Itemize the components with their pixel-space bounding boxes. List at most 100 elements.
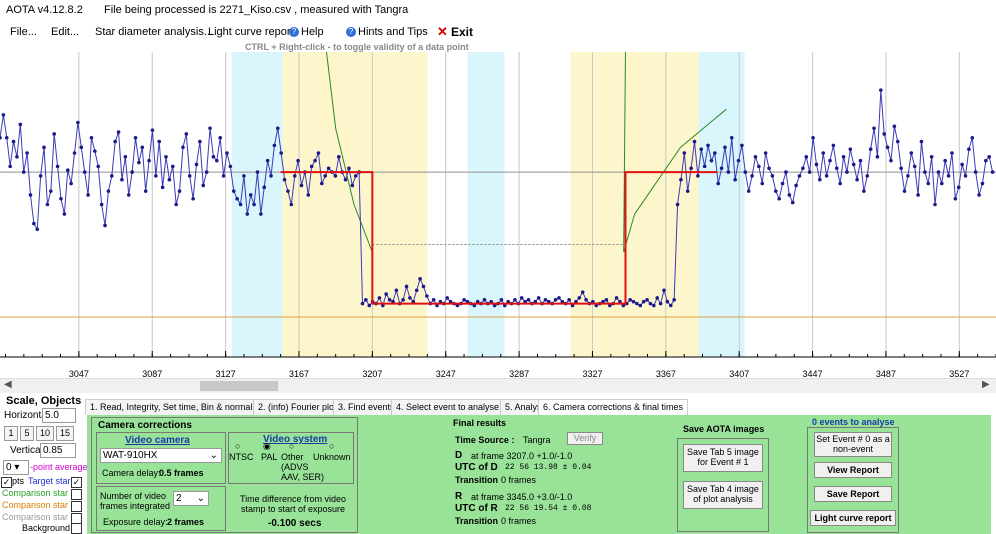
scale-button-15[interactable]: 15: [56, 426, 74, 441]
data-point: [377, 296, 382, 300]
menu-file[interactable]: File...: [10, 26, 37, 38]
exposure-delay-label: Exposure delay:: [103, 517, 168, 527]
save-report-button[interactable]: Save Report: [814, 486, 892, 502]
utc-r-value: 22 56 19.54 ± 0.08: [505, 504, 592, 513]
data-point: [716, 181, 721, 186]
data-point: [990, 170, 995, 174]
camera-model-select[interactable]: WAT-910HX ⌄: [100, 448, 222, 463]
data-point: [834, 166, 839, 171]
data-point: [103, 223, 107, 228]
menu-exit[interactable]: ✕ Exit: [437, 24, 473, 40]
menu-help[interactable]: ? Help: [289, 26, 324, 38]
target-star-checkbox[interactable]: ✓: [71, 477, 82, 488]
data-point: [489, 299, 494, 304]
data-point: [320, 181, 324, 186]
ntsc-radio-icon[interactable]: ○: [235, 441, 241, 451]
data-point: [15, 155, 19, 159]
frames-integrated-select[interactable]: 2 ⌄: [173, 491, 209, 506]
vertical-scale-spinner[interactable]: 0.85: [40, 443, 76, 458]
data-point: [350, 183, 355, 188]
light-curve-plot[interactable]: 3047 3087 3127 3167 3207 3247 3287 3327 3367 3407…: [0, 52, 996, 378]
data-point: [804, 155, 809, 159]
data-point: [506, 299, 510, 304]
data-point: [502, 303, 507, 308]
data-point: [292, 174, 297, 178]
data-point: [448, 299, 453, 304]
set-event-button[interactable]: Set Event # 0 as a non-event: [814, 432, 892, 457]
r-frame: at frame 3345.0 +3.0/-1.0: [471, 492, 573, 502]
scroll-right-icon[interactable]: ▶: [982, 379, 990, 390]
scroll-thumb[interactable]: [200, 381, 278, 391]
data-point: [668, 303, 673, 308]
comparison-2-checkbox[interactable]: [71, 501, 82, 512]
data-point: [733, 177, 737, 182]
tab-select-event[interactable]: 4. Select event to analyse: [391, 399, 505, 415]
view-report-button[interactable]: View Report: [814, 462, 892, 478]
final-results-heading: Final results: [453, 418, 507, 428]
background-checkbox[interactable]: [71, 523, 82, 534]
data-point: [591, 299, 595, 304]
horizontal-scale-spinner[interactable]: 5.0: [42, 408, 76, 423]
menu-hints[interactable]: ? Hints and Tips: [346, 26, 428, 38]
comparison-line-2: [623, 52, 727, 253]
data-point: [638, 303, 643, 308]
data-point: [526, 298, 531, 302]
plot-scrollbar[interactable]: ◀ ▶: [0, 378, 996, 393]
pal-radio-icon[interactable]: ◉: [263, 441, 271, 451]
data-point: [86, 193, 90, 197]
data-point: [923, 170, 927, 174]
data-point: [929, 155, 934, 159]
data-point: [713, 151, 717, 155]
data-point: [746, 189, 751, 193]
other-radio-icon[interactable]: ○: [289, 441, 295, 451]
scroll-left-icon[interactable]: ◀: [4, 379, 12, 390]
menu-star-diameter[interactable]: Star diameter analysis...: [95, 26, 213, 38]
x-tick-label: 3367: [656, 369, 676, 378]
tab-fourier-plot[interactable]: 2. (info) Fourier plot: [253, 399, 342, 415]
data-point: [645, 298, 649, 302]
scale-button-5[interactable]: 5: [20, 426, 34, 441]
data-point: [170, 164, 175, 169]
data-point: [740, 143, 744, 148]
save-tab5-image-button[interactable]: Save Tab 5 image for Event # 1: [683, 444, 763, 472]
data-point: [519, 296, 524, 300]
data-point: [211, 155, 216, 159]
data-point: [18, 122, 23, 127]
comparison-1-checkbox[interactable]: [71, 489, 82, 500]
scale-button-1[interactable]: 1: [4, 426, 18, 441]
data-point: [204, 170, 209, 174]
tab-read-integrity[interactable]: 1. Read, Integrity, Set time, Bin & norm…: [85, 399, 269, 415]
save-tab4-image-button[interactable]: Save Tab 4 image of plot analysis: [683, 481, 763, 509]
data-point: [35, 227, 40, 232]
data-point: [553, 298, 558, 302]
data-point: [899, 166, 903, 171]
data-point: [245, 212, 250, 216]
light-curve-report-button[interactable]: Light curve report: [810, 510, 896, 526]
data-point: [811, 135, 815, 140]
verify-button[interactable]: Verify: [567, 432, 603, 445]
menu-edit[interactable]: Edit...: [51, 26, 80, 38]
tab-find-events[interactable]: 3. Find events: [333, 399, 400, 415]
background-label: Background: [22, 523, 71, 533]
scale-objects-panel: Scale, Objects Horizontal 5.0 1 5 10 15 …: [0, 393, 88, 534]
pts-checkbox[interactable]: ✓: [1, 477, 12, 488]
camera-delay-label: Camera delay:: [102, 468, 161, 478]
data-point: [790, 200, 795, 205]
data-point: [635, 301, 639, 306]
scale-button-10[interactable]: 10: [36, 426, 54, 441]
data-point: [743, 170, 748, 174]
point-average-select[interactable]: 0 ▾: [3, 460, 29, 475]
data-point: [235, 196, 239, 201]
data-point: [418, 277, 422, 281]
data-point: [943, 158, 947, 163]
data-point: [184, 132, 189, 136]
menu-light-curve-report[interactable]: Light curve report: [208, 26, 294, 38]
data-point: [435, 303, 439, 308]
unknown-radio-icon[interactable]: ○: [329, 441, 335, 451]
data-point: [262, 185, 267, 190]
tab-camera-corrections[interactable]: 6. Camera corrections & final times: [538, 399, 689, 416]
data-point: [157, 139, 162, 144]
frames-integrated-box: Number of video frames integrated 2 ⌄ Exp…: [96, 486, 226, 531]
data-point: [55, 164, 60, 169]
data-point: [140, 145, 145, 150]
